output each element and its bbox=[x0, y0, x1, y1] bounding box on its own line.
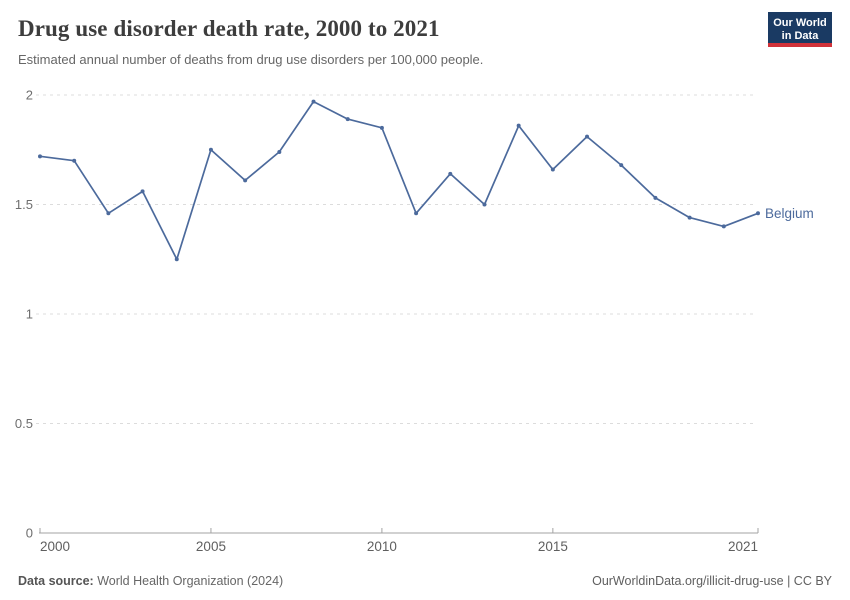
chart-footer: Data source: World Health Organization (… bbox=[18, 574, 832, 588]
data-point bbox=[414, 211, 419, 216]
chart-title: Drug use disorder death rate, 2000 to 20… bbox=[18, 16, 440, 41]
data-point bbox=[482, 202, 487, 207]
data-source-label: Data source: bbox=[18, 574, 94, 588]
data-point bbox=[311, 99, 316, 104]
y-tick-label: 0.5 bbox=[15, 416, 33, 431]
data-point bbox=[345, 117, 350, 122]
data-point bbox=[619, 163, 624, 168]
line-chart: 0 0.5 1 1.5 2 2000 2005 2010 2015 2021 Belgium bbox=[15, 88, 814, 555]
owid-logo-line2: in Data bbox=[781, 30, 819, 42]
y-tick-label: 2 bbox=[26, 88, 33, 103]
chart-subtitle: Estimated annual number of deaths from d… bbox=[18, 52, 484, 67]
x-tick-label: 2005 bbox=[196, 539, 226, 554]
data-point bbox=[38, 154, 42, 159]
data-point bbox=[721, 224, 726, 229]
data-point bbox=[755, 211, 760, 216]
data-point bbox=[277, 149, 282, 154]
x-tick-label: 2015 bbox=[538, 539, 568, 554]
y-tick-label: 1.5 bbox=[15, 197, 33, 212]
data-point bbox=[516, 123, 521, 128]
data-point bbox=[687, 215, 692, 220]
data-point bbox=[174, 257, 179, 262]
x-tick-label: 2000 bbox=[40, 539, 70, 554]
y-tick-label: 1 bbox=[26, 307, 33, 322]
chart-header: Drug use disorder death rate, 2000 to 20… bbox=[0, 0, 850, 78]
entity-label: Belgium bbox=[765, 206, 814, 221]
data-source-value: World Health Organization (2024) bbox=[97, 574, 284, 588]
x-tick-label: 2021 bbox=[728, 539, 758, 554]
owid-logo-line1: Our World bbox=[773, 17, 827, 29]
data-source: Data source: World Health Organization (… bbox=[18, 574, 283, 588]
data-point bbox=[72, 158, 77, 163]
credit-link: OurWorldinData.org/illicit-drug-use | CC… bbox=[592, 574, 832, 588]
data-point bbox=[448, 171, 453, 176]
data-point bbox=[585, 134, 590, 139]
series-line bbox=[39, 100, 759, 261]
owid-logo: Our World in Data bbox=[768, 12, 832, 47]
owid-logo-red-bar bbox=[768, 43, 832, 47]
data-point bbox=[106, 211, 111, 216]
data-point bbox=[653, 195, 658, 200]
data-point bbox=[550, 167, 555, 172]
y-tick-label: 0 bbox=[26, 526, 33, 541]
data-point bbox=[243, 178, 248, 183]
x-tick-label: 2010 bbox=[367, 539, 397, 554]
data-point bbox=[208, 147, 213, 152]
data-point bbox=[379, 125, 384, 130]
data-point bbox=[140, 189, 145, 194]
